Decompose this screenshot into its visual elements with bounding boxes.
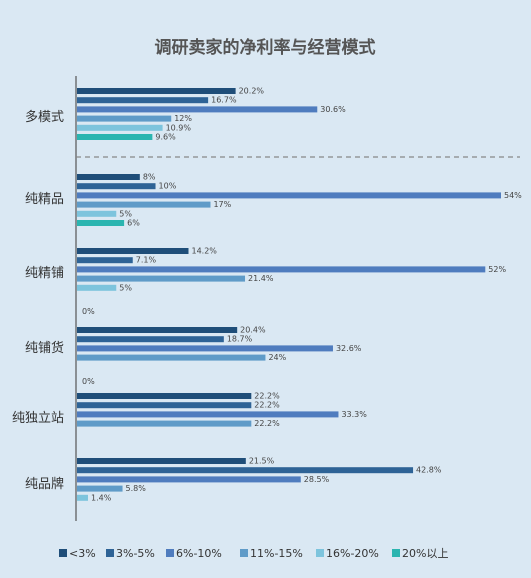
bar [77,354,266,361]
bar [77,210,117,217]
data-label: 33.3% [341,410,367,419]
bar [77,106,318,113]
data-label: 20.4% [240,326,266,335]
category-label: 纯铺货 [25,340,64,356]
data-label: 10.9% [166,123,192,132]
bar [77,420,252,427]
data-label: 54% [504,191,522,200]
legend-swatch [166,549,174,557]
data-label: 8% [143,173,156,182]
data-label: 5% [119,283,132,292]
data-label: 5.8% [126,484,147,493]
data-label: 24% [268,353,286,362]
data-label: 21.5% [249,457,275,466]
data-label: 18.7% [227,335,253,344]
data-label: 20.2% [239,87,265,96]
data-label: 30.6% [320,105,346,114]
bar [77,393,252,399]
bar [77,327,238,333]
bar [77,201,211,208]
data-labels: 20.2%16.7% 30.6% 12%10.9%9.6% 8%10% 54% 17% 5%… [82,87,522,503]
data-label: 22.2% [254,419,280,428]
data-label: 12% [174,114,192,123]
legend-label: <3% [69,547,96,560]
bar [77,494,88,501]
data-label: 0% [82,377,95,386]
data-label: 22.2% [254,392,280,401]
data-label: 6% [127,219,140,228]
bar [77,275,246,282]
bar [77,284,117,291]
bar [77,345,333,352]
bar [77,476,301,483]
legend-swatch [106,549,114,557]
data-label: 0% [82,307,95,316]
data-label: 10% [159,182,177,191]
bar [77,134,153,140]
data-label: 21.4% [248,274,274,283]
bar [77,257,133,264]
bar [77,458,246,464]
data-label: 32.6% [336,344,362,353]
data-label: 5% [119,209,132,218]
category-label: 纯精铺 [25,266,64,281]
category-label: 纯品牌 [25,476,64,492]
category-label: 纯精品 [25,192,64,207]
bar [77,485,123,492]
bar [77,402,252,409]
bar [77,248,189,254]
legend-swatch [316,549,324,557]
data-label: 42.8% [416,466,442,475]
data-label: 22.2% [254,401,280,410]
legend-label: 16%-20% [326,547,379,560]
data-label: 17% [213,200,231,209]
legend-swatch [240,549,248,557]
bar [77,411,339,418]
legend-label: 6%-10% [176,547,222,560]
data-label: 28.5% [304,475,330,484]
legend: <3% 3%-5% 6%-10% 11%-15% 16%-20% 20%以上 [59,547,448,560]
legend-swatch [59,549,67,557]
data-label: 16.7% [211,96,237,105]
bar [77,174,140,180]
bar [77,115,172,122]
data-label: 52% [488,265,506,274]
category-label: 多模式 [25,109,64,125]
legend-label: 11%-15% [250,547,303,560]
bar [77,220,125,226]
category-label: 纯独立站 [12,411,64,426]
legend-label: 3%-5% [116,547,155,560]
bar [77,467,414,474]
bar [77,266,486,273]
bar [77,97,209,104]
bar [77,192,501,199]
bar [77,88,236,94]
data-label: 9.6% [155,133,176,142]
data-label: 1.4% [91,493,112,502]
bars [77,88,501,501]
legend-label: 20%以上 [402,547,448,560]
chart-title: 调研卖家的净利率与经营模式 [155,37,376,58]
data-label: 14.2% [191,247,217,256]
bar [77,336,224,343]
bar [77,183,156,190]
data-label: 7.1% [136,256,157,265]
bar [77,124,163,131]
legend-swatch [392,549,400,557]
